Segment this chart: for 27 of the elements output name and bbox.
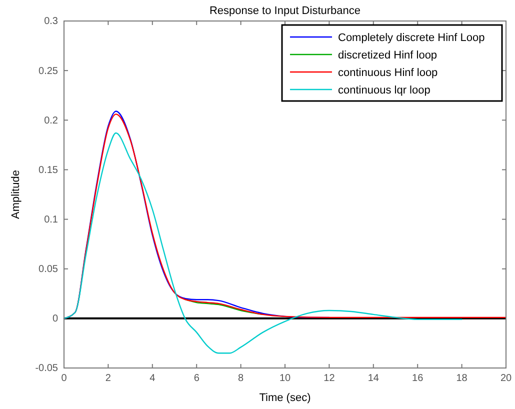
x-tick-label: 12: [324, 373, 336, 384]
x-tick-label: 0: [61, 373, 68, 384]
y-tick-label: 0.15: [38, 164, 58, 176]
line-series: [63, 132, 462, 354]
x-tick-label: 18: [456, 373, 468, 384]
y-tick-label: 0.3: [44, 16, 58, 28]
x-axis-title: Time (sec): [259, 392, 311, 404]
x-tick-label: 14: [368, 373, 380, 384]
legend-label: continuous Hinf loop: [338, 67, 438, 79]
x-tick-label: 4: [150, 373, 156, 384]
legend-label: Completely discrete Hinf Loop: [338, 32, 485, 44]
x-tick-label: 16: [412, 373, 424, 384]
x-tick-label: 20: [500, 373, 512, 384]
chart-title: Response to Input Disturbance: [209, 5, 361, 17]
y-tick-label: 0: [52, 314, 58, 325]
y-axis-title: Amplitude: [10, 170, 22, 219]
x-tick-label: 6: [194, 373, 200, 384]
y-tick-label: 0.2: [44, 115, 58, 126]
legend-label: discretized Hinf loop: [338, 50, 438, 62]
x-tick-label: 8: [238, 373, 244, 384]
legend-label: continuous lqr loop: [338, 84, 430, 96]
x-tick-label: 10: [279, 373, 291, 384]
y-tick-label: 0.25: [38, 66, 58, 77]
y-tick-label: 0.05: [38, 264, 58, 276]
y-tick-label: -0.05: [35, 363, 58, 374]
y-tick-label: 0.1: [44, 214, 58, 226]
x-tick-label: 2: [105, 373, 112, 384]
